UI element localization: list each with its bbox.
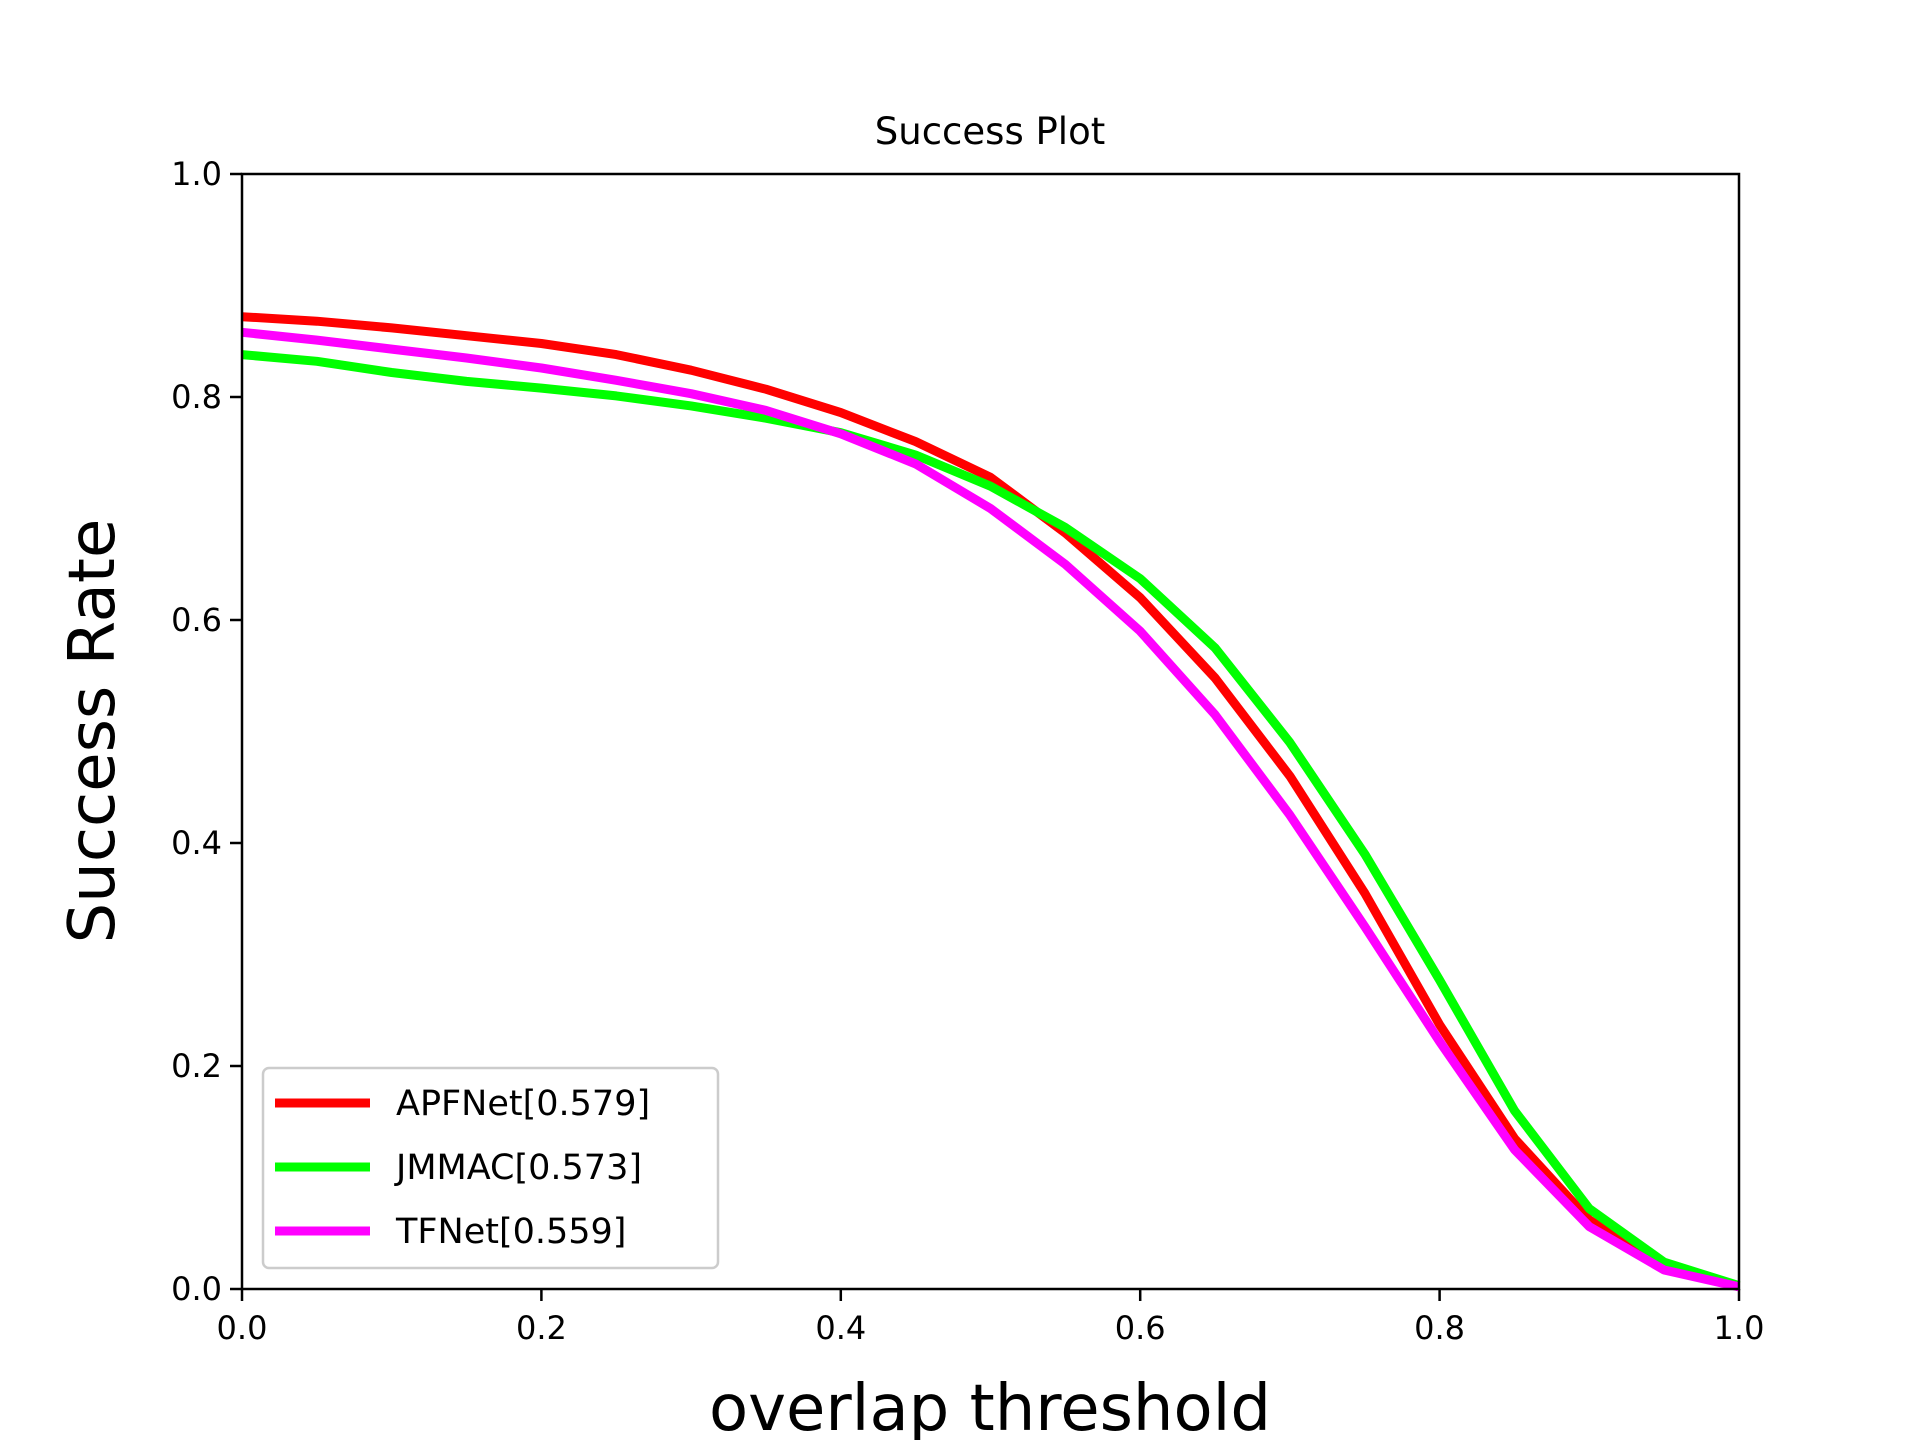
axis-ticks: 0.0 0.2 0.4 0.6 0.8 1.0 0.0 0.2 0.4 0.6 0.8 1.0 (171, 155, 1764, 1347)
series-lines (241, 312, 1741, 1292)
series-line-apfnet (241, 312, 1741, 1292)
y-tick-label: 0.4 (171, 824, 222, 862)
x-tick-label: 0.2 (516, 1309, 567, 1347)
y-tick-label: 0.2 (171, 1047, 222, 1085)
legend-label: APFNet[0.579] (396, 1084, 650, 1124)
y-tick-label: 0.6 (171, 601, 222, 639)
x-tick-label: 1.0 (1714, 1309, 1765, 1347)
y-tick-label: 1.0 (171, 155, 222, 193)
legend: APFNet[0.579] JMMAC[0.573] TFNet[0.559] (261, 1066, 720, 1270)
legend-box (261, 1066, 720, 1270)
x-tick-label: 0.4 (815, 1309, 866, 1347)
y-tick-label: 0.8 (171, 378, 222, 416)
x-tick-label: 0.6 (1115, 1309, 1166, 1347)
y-tick-label: 0.0 (171, 1270, 222, 1308)
legend-label: TFNet[0.559] (395, 1212, 626, 1252)
series-line-jmmac (241, 350, 1741, 1290)
series-line-tfnet (241, 327, 1740, 1292)
y-axis-label: Success Rate (56, 519, 130, 944)
chart-title: Success Plot (875, 110, 1105, 153)
x-axis-label: overlap threshold (709, 1372, 1271, 1440)
x-tick-label: 0.8 (1414, 1309, 1465, 1347)
plot-frame (240, 172, 1741, 1291)
x-tick-label: 0.0 (217, 1309, 268, 1347)
legend-label: JMMAC[0.573] (394, 1148, 642, 1188)
